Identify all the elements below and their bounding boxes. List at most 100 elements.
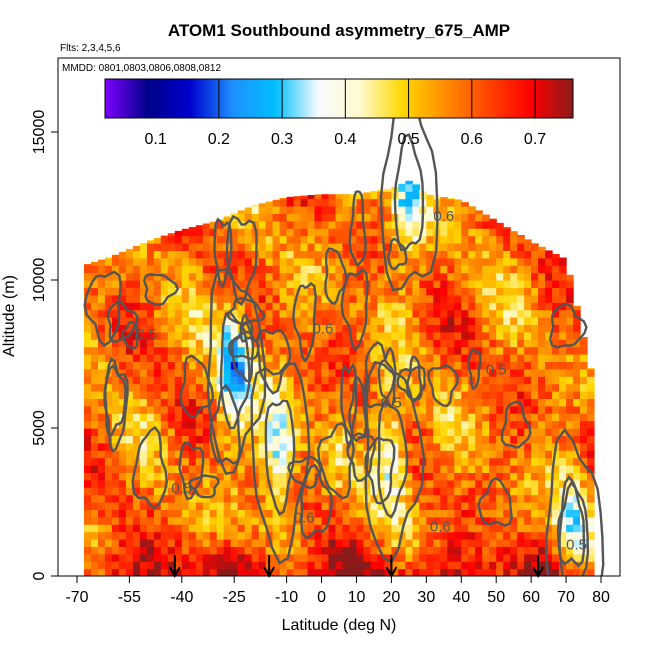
heat-cell [398, 228, 406, 237]
heat-cell [363, 192, 372, 200]
heat-cell [461, 368, 469, 377]
heat-cell [433, 568, 441, 576]
heat-cell [209, 294, 218, 303]
heat-cell [104, 553, 113, 562]
heat-cell [503, 331, 511, 340]
heat-cell [125, 509, 134, 518]
heat-cell [237, 428, 246, 436]
heat-cell [496, 450, 504, 459]
heat-cell [531, 450, 539, 459]
heat-cell [363, 206, 372, 214]
heat-cell [153, 450, 162, 459]
heat-cell [188, 450, 197, 459]
heat-cell [237, 228, 246, 237]
heat-cell [328, 287, 337, 296]
heat-cell [146, 531, 155, 540]
heat-cell [237, 479, 246, 488]
heat-cell [91, 302, 99, 311]
heat-cell [279, 383, 288, 392]
heat-cell [475, 331, 483, 340]
heat-cell [538, 272, 546, 281]
heat-cell [503, 479, 511, 488]
heat-cell [426, 487, 434, 496]
heat-cell [272, 539, 281, 547]
heat-cell [363, 568, 372, 576]
heat-cell [454, 509, 462, 518]
heat-cell [566, 435, 574, 444]
heat-cell [496, 331, 504, 340]
heat-cell [496, 494, 504, 503]
heat-cell [314, 561, 323, 570]
heat-cell [132, 516, 141, 525]
heat-cell [405, 546, 413, 555]
heat-cell [300, 442, 309, 451]
heat-cell [440, 405, 448, 414]
heat-cell [98, 479, 106, 488]
heat-cell [125, 368, 134, 377]
heat-cell [475, 302, 483, 311]
heat-cell [98, 346, 106, 355]
heat-cell [349, 405, 358, 414]
heat-cell [356, 531, 365, 540]
heat-cell [293, 435, 302, 444]
heat-cell [244, 435, 253, 444]
heat-cell [454, 435, 462, 444]
heat-cell [426, 568, 434, 576]
heat-cell [91, 487, 99, 496]
heat-cell [300, 368, 309, 377]
heat-cell [426, 546, 434, 555]
heat-cell [258, 383, 267, 392]
heat-cell [475, 339, 483, 348]
heat-cell [146, 309, 155, 318]
heat-cell [440, 257, 448, 266]
heat-cell [314, 472, 323, 481]
heat-cell [545, 317, 553, 325]
heat-cell [181, 413, 190, 422]
heat-cell [132, 361, 141, 370]
heat-cell [370, 317, 378, 325]
heat-cell [153, 553, 162, 562]
heat-cell [111, 516, 120, 525]
heat-cell [293, 413, 302, 422]
heat-cell [321, 265, 330, 274]
heat-cell [230, 450, 239, 459]
heat-cell [503, 324, 511, 333]
heat-cell [566, 324, 574, 333]
heat-cell [440, 391, 448, 399]
heat-cell [125, 546, 134, 555]
contour-line [364, 436, 396, 505]
heat-cell [244, 568, 253, 576]
heat-cell [461, 450, 469, 459]
heat-cell [153, 280, 162, 288]
heat-cell [244, 257, 253, 266]
heat-cell [370, 457, 378, 466]
heat-cell [531, 398, 539, 407]
heat-cell [412, 428, 420, 436]
heat-cell [412, 435, 420, 444]
heat-cell [139, 509, 148, 518]
heat-cell [195, 272, 204, 281]
heat-cell [489, 472, 497, 481]
heat-cell [398, 516, 406, 525]
heat-cell [272, 280, 281, 288]
heat-cell [440, 487, 448, 496]
heat-cell [265, 494, 274, 503]
heat-cell [377, 339, 385, 348]
heat-cell [489, 368, 497, 377]
heat-cell [223, 294, 232, 303]
heat-cell [559, 465, 567, 473]
heat-cell [517, 568, 525, 576]
heat-cell [405, 206, 413, 214]
contour-label: 0.6 [313, 320, 334, 337]
heat-cell [370, 354, 378, 362]
heat-cell [202, 272, 211, 281]
heat-cell [461, 553, 469, 562]
contour-line [558, 474, 590, 576]
heat-cell [188, 494, 197, 503]
heat-cell [580, 376, 588, 385]
heat-cell [496, 516, 504, 525]
heat-cell [419, 376, 427, 385]
heat-cell [552, 524, 560, 533]
heat-cell [384, 546, 392, 555]
heat-cell [167, 243, 176, 251]
